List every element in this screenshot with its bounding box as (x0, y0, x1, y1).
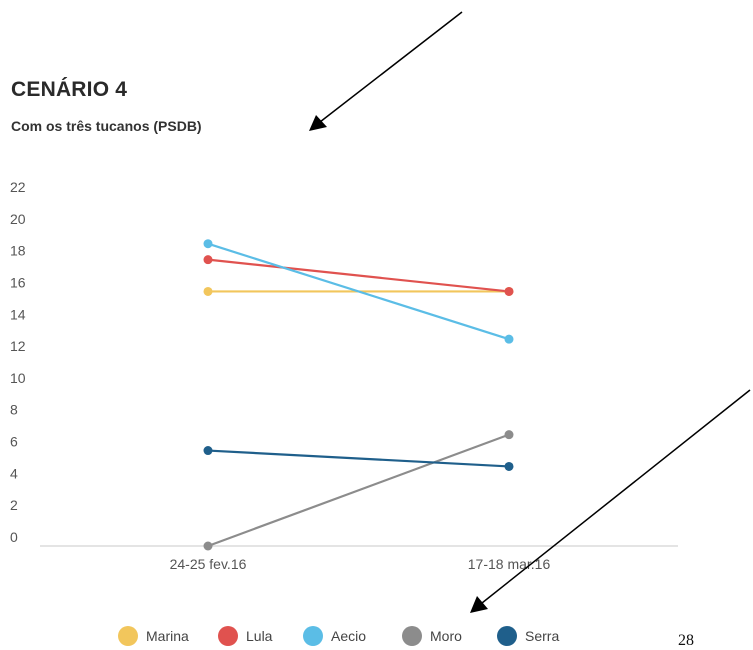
y-tick-label: 4 (10, 465, 18, 481)
annotation-arrow-bottom-head (470, 596, 488, 613)
x-tick-label: 17-18 mar.16 (468, 556, 551, 572)
y-tick-label: 6 (10, 434, 18, 450)
y-tick-label: 20 (10, 211, 26, 227)
annotation-arrow-bottom (481, 389, 751, 604)
legend-label-marina: Marina (146, 628, 189, 644)
y-tick-label: 16 (10, 274, 26, 290)
data-point-moro (504, 430, 514, 440)
annotation-arrow-top (319, 11, 463, 123)
data-point-marina (203, 286, 213, 296)
legend-swatch-moro (402, 626, 422, 646)
legend-swatch-aecio (303, 626, 323, 646)
y-tick-label: 10 (10, 370, 26, 386)
y-tick-label: 14 (10, 306, 26, 322)
data-point-aecio (504, 334, 514, 344)
y-tick-label: 12 (10, 338, 26, 354)
chart-title: CENÁRIO 4 (11, 78, 128, 101)
y-tick-label: 2 (10, 497, 18, 513)
legend-swatch-marina (118, 626, 138, 646)
y-tick-label: 8 (10, 402, 18, 418)
data-point-lula (504, 286, 514, 296)
y-tick-label: 0 (10, 529, 18, 545)
series-line-serra (207, 449, 510, 468)
y-tick-label: 22 (10, 179, 26, 195)
series-line-moro (207, 433, 510, 548)
series-line-aecio (207, 242, 510, 341)
data-point-serra (203, 446, 213, 456)
series-points (203, 239, 514, 551)
data-point-serra (504, 461, 514, 471)
legend-label-lula: Lula (246, 628, 273, 644)
legend-swatch-lula (218, 626, 238, 646)
legend-label-serra: Serra (525, 628, 559, 644)
y-axis-ticks: 0 2 4 6 8 10 12 14 16 18 20 22 (10, 179, 26, 545)
legend-swatch-serra (497, 626, 517, 646)
legend-label-aecio: Aecio (331, 628, 366, 644)
chart-subtitle: Com os três tucanos (PSDB) (11, 118, 202, 134)
x-tick-label: 24-25 fev.16 (170, 556, 247, 572)
series-lines (207, 242, 510, 548)
legend: Marina Lula Aecio Moro Serra (118, 626, 559, 646)
data-point-lula (203, 255, 213, 265)
legend-label-moro: Moro (430, 628, 462, 644)
data-point-moro (203, 541, 213, 551)
data-point-aecio (203, 239, 213, 249)
x-axis-ticks: 24-25 fev.16 17-18 mar.16 (170, 556, 551, 572)
series-line-lula (207, 258, 510, 293)
y-tick-label: 18 (10, 243, 26, 259)
annotation-arrow-top-head (309, 115, 327, 131)
page-number: 28 (678, 632, 694, 649)
